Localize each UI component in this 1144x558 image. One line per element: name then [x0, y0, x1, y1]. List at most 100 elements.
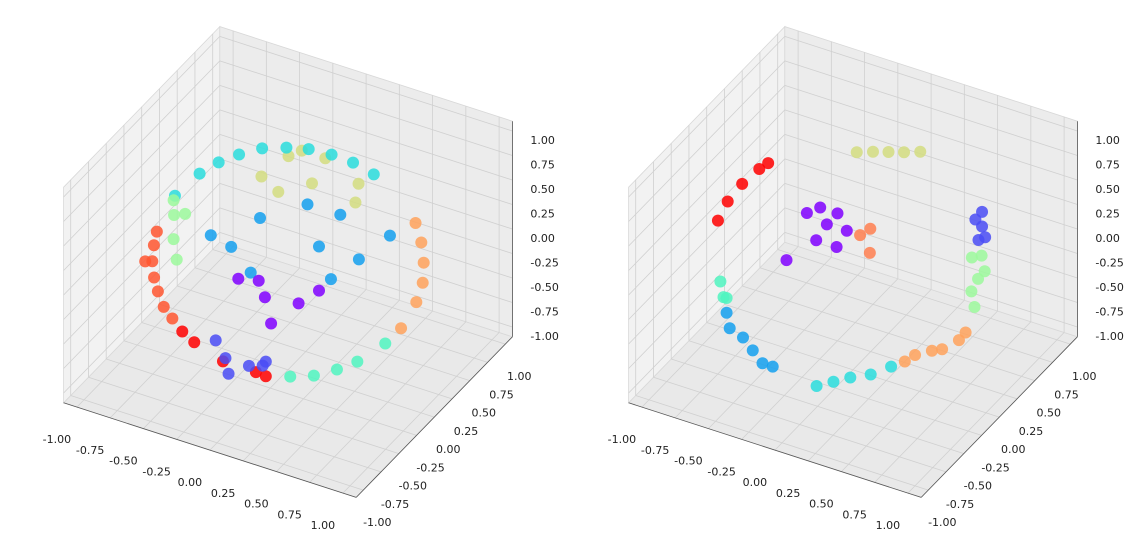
scatter-point [409, 217, 422, 230]
scatter-point [265, 317, 278, 330]
y-tick-label: -0.25 [416, 461, 444, 474]
scatter-point [352, 253, 365, 266]
scatter-point [233, 148, 246, 161]
scatter-point [827, 375, 840, 388]
y-tick-label: -0.25 [981, 461, 1009, 474]
grid-line [724, 303, 1018, 400]
scatter-point [417, 256, 430, 269]
scatter-point [244, 266, 257, 279]
scatter-point [347, 156, 360, 169]
scatter-point [301, 198, 314, 211]
grid-line [688, 340, 982, 436]
scatter-point [820, 218, 833, 231]
scatter-point [272, 185, 285, 198]
scatter-point [720, 292, 733, 304]
scatter-point [150, 225, 163, 238]
scatter-point [330, 363, 343, 376]
y-tick-label: 0.25 [454, 425, 479, 438]
scatter-point [325, 148, 338, 161]
x-tick-label: 0.50 [244, 498, 269, 511]
scatter-point [909, 349, 922, 362]
y-tick-label: 0.50 [1037, 407, 1062, 420]
scatter-point [307, 369, 320, 382]
z-tick-label: -0.75 [530, 306, 558, 319]
scatter-point [222, 367, 235, 380]
scatter-point [259, 355, 272, 368]
scatter-point [810, 380, 823, 392]
x-tick-label: -0.50 [109, 455, 137, 468]
z-tick-label: 0.25 [530, 208, 555, 221]
scatter-point [204, 229, 217, 242]
x-tick-label: 0.25 [776, 487, 801, 500]
grid-line [63, 85, 221, 247]
scatter-point [840, 224, 853, 237]
scatter-point [723, 322, 736, 335]
scatter-point [167, 194, 180, 207]
scatter-point [863, 246, 876, 259]
axis-line [628, 402, 922, 498]
grid-line [212, 249, 506, 345]
grid-line [628, 109, 786, 271]
scatter-point [898, 355, 911, 368]
scatter-point [334, 208, 347, 221]
scatter-point [979, 231, 992, 244]
z-tick-label: -0.50 [1095, 281, 1123, 294]
y-tick-label: -0.75 [946, 498, 974, 511]
scatter-point [864, 368, 877, 381]
scatter-point [258, 291, 271, 304]
x-tick-label: 0.00 [743, 476, 768, 489]
scatter-point [925, 344, 938, 357]
grid-line [219, 183, 513, 279]
y-tick-label: 1.00 [1072, 370, 1097, 383]
scatter-point [780, 254, 793, 267]
x-tick-label: 0.75 [277, 508, 302, 521]
grid-line [88, 376, 382, 473]
grid-line [777, 249, 1071, 345]
scatter-point [965, 251, 978, 264]
scatter-point [176, 325, 189, 338]
z-tick-label: -1.00 [530, 330, 558, 343]
z-tick-label: -1.00 [1095, 330, 1123, 343]
scatter-point [864, 222, 877, 235]
scatter-point [139, 255, 152, 268]
grid-line [653, 376, 947, 473]
grid-line [784, 158, 1078, 254]
scatter-point [148, 271, 161, 284]
scatter-point [151, 285, 164, 298]
scatter-point [720, 306, 733, 319]
scatter-point [383, 229, 396, 242]
grid-line [784, 207, 1078, 303]
grid-line [742, 285, 1035, 381]
scatter-point [721, 195, 734, 208]
z-tick-label: -0.50 [530, 281, 558, 294]
x-tick-label: 1.00 [311, 519, 336, 532]
scatter-point [968, 301, 981, 313]
grid-line [63, 36, 221, 198]
y-tick-label: 0.25 [1019, 425, 1044, 438]
scatter-point [306, 177, 318, 190]
scatter-point [252, 274, 265, 287]
grid-line [628, 183, 786, 345]
z-tick-label: 1.00 [530, 134, 555, 147]
scatter-point [800, 207, 813, 219]
scatter-point [866, 145, 879, 158]
scatter-point [209, 334, 222, 347]
x-tick-label: -0.75 [641, 444, 669, 457]
x-tick-label: 0.50 [809, 498, 834, 511]
grid-line [219, 36, 513, 132]
z-tick-label: 0.50 [530, 183, 555, 196]
scatter-point [259, 370, 272, 383]
y-tick-label: 0.00 [1001, 443, 1026, 456]
grid-line [219, 207, 513, 303]
scatter-point [170, 253, 183, 266]
x-tick-label: -0.50 [674, 455, 702, 468]
grid-line [759, 267, 1053, 363]
y-tick-label: -0.75 [381, 498, 409, 511]
scatter-point [349, 196, 362, 209]
grid-line [63, 109, 221, 271]
scatter-point [255, 170, 268, 183]
scatter-point [814, 201, 827, 214]
grid-line [706, 322, 1000, 418]
z-tick-label: 1.00 [1095, 134, 1120, 147]
